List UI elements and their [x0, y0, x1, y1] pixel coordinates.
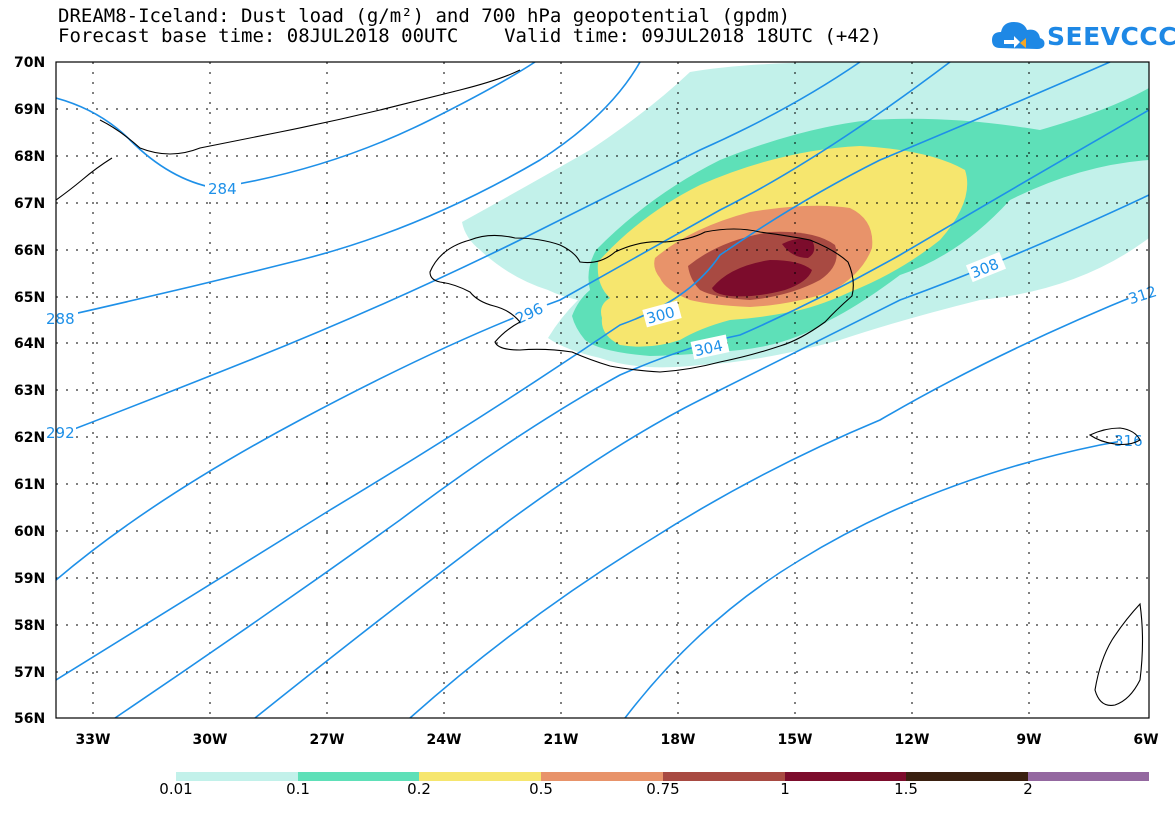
- lon-label: 21W: [544, 732, 579, 748]
- lat-label: 59N: [14, 571, 45, 587]
- lat-label: 64N: [14, 336, 45, 352]
- lat-label: 66N: [14, 243, 45, 259]
- map-frame: [55, 61, 1150, 719]
- coastlines: [56, 69, 1144, 706]
- colorbar-label: 2: [1023, 780, 1033, 798]
- colorbar-swatch: [906, 772, 1028, 781]
- contour-312: [409, 289, 1149, 718]
- colorbar-swatch: [419, 772, 541, 781]
- colorbar-label: 0.2: [407, 780, 431, 798]
- lat-label: 70N: [14, 55, 45, 71]
- faroe-coast: [1088, 427, 1141, 446]
- lon-label: 12W: [895, 732, 930, 748]
- contour-label-312: 312: [1126, 282, 1159, 308]
- lat-label: 67N: [14, 196, 45, 212]
- lat-label: 65N: [14, 290, 45, 306]
- lat-label: 60N: [14, 524, 45, 540]
- lat-label: 57N: [14, 665, 45, 681]
- contour-label-288: 288: [46, 310, 75, 328]
- lat-label: 69N: [14, 102, 45, 118]
- contour-label-284: 284: [208, 180, 237, 198]
- lat-label: 61N: [14, 477, 45, 493]
- colorbar-swatch: [541, 772, 663, 781]
- contour-label-292: 292: [46, 424, 75, 442]
- lon-label: 30W: [193, 732, 228, 748]
- longitude-labels: 33W 30W 27W 24W 21W 18W 15W 12W 9W 6W: [76, 732, 1159, 748]
- colorbar-label: 0.1: [286, 780, 310, 798]
- map-title-line-2: Forecast base time: 08JUL2018 00UTC Vali…: [58, 25, 882, 47]
- contour-316: [624, 435, 1149, 718]
- lon-label: 27W: [310, 732, 345, 748]
- colorbar-swatch: [298, 772, 419, 781]
- colorbar-label: 1.5: [894, 780, 918, 798]
- cloud-icon: [992, 22, 1045, 49]
- colorbar-label: 0.5: [529, 780, 553, 798]
- colorbar-swatch: [176, 772, 298, 781]
- lat-label: 62N: [14, 430, 45, 446]
- logo-text: SEEVCCC: [1047, 22, 1175, 51]
- lon-label: 24W: [427, 732, 462, 748]
- colorbar-label: 1: [780, 780, 790, 798]
- contour-288: [56, 62, 641, 319]
- colorbar-swatch: [663, 772, 785, 781]
- lon-label: 15W: [778, 732, 813, 748]
- lat-label: 58N: [14, 618, 45, 634]
- iceland-coast: [429, 228, 854, 373]
- lat-label: 63N: [14, 383, 45, 399]
- lon-label: 9W: [1016, 732, 1041, 748]
- colorbar-swatch: [1028, 772, 1149, 781]
- lon-label: 33W: [76, 732, 111, 748]
- colorbar-label: 0.01: [159, 780, 193, 798]
- colorbar-swatch: [785, 772, 906, 781]
- lon-label: 6W: [1133, 732, 1158, 748]
- contour-292: [56, 62, 861, 437]
- lon-label: 18W: [661, 732, 696, 748]
- scotland-coast: [1094, 602, 1144, 706]
- lat-label: 68N: [14, 149, 45, 165]
- greenland-coast: [56, 69, 521, 201]
- map-title-line-1: DREAM8-Iceland: Dust load (g/m²) and 700…: [58, 5, 791, 27]
- graticule: [56, 62, 1149, 718]
- contour-label-316: 316: [1114, 432, 1143, 450]
- lat-label: 56N: [14, 711, 45, 727]
- colorbar-label: 0.75: [646, 780, 680, 798]
- contour-304: [114, 109, 1149, 718]
- contour-284: [56, 62, 536, 189]
- dust-field-1: [712, 238, 815, 297]
- seevccc-logo: SEEVCCC: [990, 16, 1175, 56]
- latitude-labels: 70N 69N 68N 67N 66N 65N 64N 63N 62N 61N …: [14, 55, 45, 727]
- contour-label-304: 304: [693, 337, 725, 361]
- dust-fields: [462, 62, 1149, 368]
